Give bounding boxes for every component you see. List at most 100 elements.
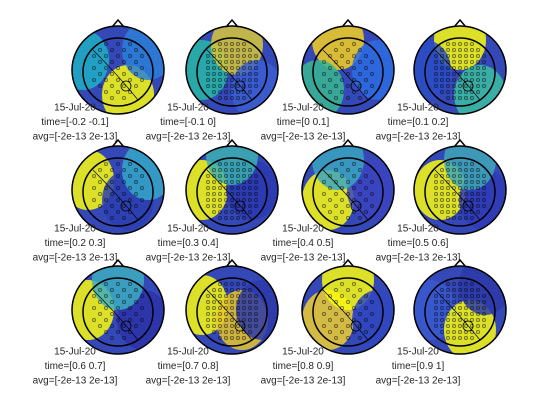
sensor: [452, 78, 456, 82]
sensor: [340, 174, 344, 178]
sensor: [364, 318, 368, 322]
sensor: [440, 90, 444, 94]
sensor: [212, 54, 216, 58]
sensor: [476, 60, 480, 64]
panel-date: 15-Jul-20: [397, 347, 439, 358]
head-inner: [82, 277, 154, 347]
panel-avg: avg=[-2e-13 2e-13]: [33, 376, 118, 387]
panel-date: 15-Jul-20: [282, 224, 324, 235]
sensor: [334, 336, 338, 340]
sensor: [134, 180, 138, 184]
sensor: [254, 300, 258, 304]
sensor: [224, 336, 228, 340]
sensor: [476, 78, 480, 82]
sensor: [346, 312, 350, 316]
sensor: [248, 174, 252, 178]
sensor: [218, 192, 222, 196]
sensor: [452, 72, 456, 76]
sensor: [458, 198, 462, 202]
sensor: [334, 324, 338, 328]
sensor: [458, 294, 462, 298]
head-inner: [196, 157, 268, 227]
head-outline: [185, 265, 279, 355]
sensor: [224, 288, 228, 292]
topoplot: [301, 258, 395, 355]
sensor: [458, 312, 462, 316]
panel-date: 15-Jul-20: [167, 224, 209, 235]
head-inner: [312, 277, 384, 347]
sensor: [470, 210, 474, 214]
sensor: [452, 96, 456, 100]
sensor: [352, 66, 356, 70]
sensor: [452, 336, 456, 340]
sensor: [254, 192, 258, 196]
sensor: [446, 210, 450, 214]
panel-time: time=[0 0.1]: [277, 117, 330, 128]
panel-time: time=[0.7 0.8]: [158, 361, 219, 372]
sensor: [236, 282, 240, 286]
topoplot: [301, 138, 395, 235]
sensor: [98, 60, 102, 64]
head-inner: [424, 37, 496, 107]
sensor: [340, 330, 344, 334]
map-colors: [414, 146, 506, 230]
sensor: [248, 204, 252, 208]
sensor: [224, 174, 228, 178]
sensor: [440, 288, 444, 292]
sensor: [206, 204, 210, 208]
sensor: [140, 186, 144, 190]
sensor: [470, 168, 474, 172]
sensor: [230, 294, 234, 298]
panel-time: time=[0.3 0.4]: [158, 238, 219, 249]
sensor: [254, 294, 258, 298]
sensor: [340, 198, 344, 202]
sensor: [248, 72, 252, 76]
sensor: [236, 48, 240, 52]
sensor: [322, 324, 326, 328]
sensor: [224, 330, 228, 334]
sensor: [458, 300, 462, 304]
sensor: [218, 78, 222, 82]
sensor: [116, 186, 120, 190]
sensor: [110, 84, 114, 88]
sensor: [104, 294, 108, 298]
sensor: [248, 192, 252, 196]
sensor: [452, 312, 456, 316]
sensor: [470, 318, 474, 322]
sensor: [364, 330, 368, 334]
sensor: [230, 168, 234, 172]
sensor: [440, 306, 444, 310]
sensor: [476, 90, 480, 94]
sensor: [446, 54, 450, 58]
sensor: [358, 324, 362, 328]
sensor: [98, 300, 102, 304]
sensor: [470, 204, 474, 208]
panel-avg: avg=[-2e-13 2e-13]: [146, 253, 231, 264]
sensor: [452, 282, 456, 286]
sensor: [482, 174, 486, 178]
sensor: [346, 288, 350, 292]
sensor: [116, 282, 120, 286]
contour: [92, 169, 139, 221]
sensor: [122, 72, 126, 76]
sensor: [446, 336, 450, 340]
sensor: [440, 186, 444, 190]
head-outline: [413, 145, 507, 235]
sensor: [128, 42, 132, 46]
nose: [341, 18, 355, 28]
sensor: [434, 312, 438, 316]
sensor: [242, 198, 246, 202]
sensor: [476, 330, 480, 334]
sensor: [128, 318, 132, 322]
sensor: [446, 282, 450, 286]
sensor: [98, 84, 102, 88]
sensor: [242, 216, 246, 220]
head-inner: [424, 277, 496, 347]
sensor: [470, 78, 474, 82]
sensor: [242, 42, 246, 46]
sensor: [218, 60, 222, 64]
sensor: [452, 66, 456, 70]
sensor: [230, 84, 234, 88]
panel-time: time=[0.9 1]: [392, 361, 445, 372]
panel-avg: avg=[-2e-13 2e-13]: [261, 132, 346, 143]
